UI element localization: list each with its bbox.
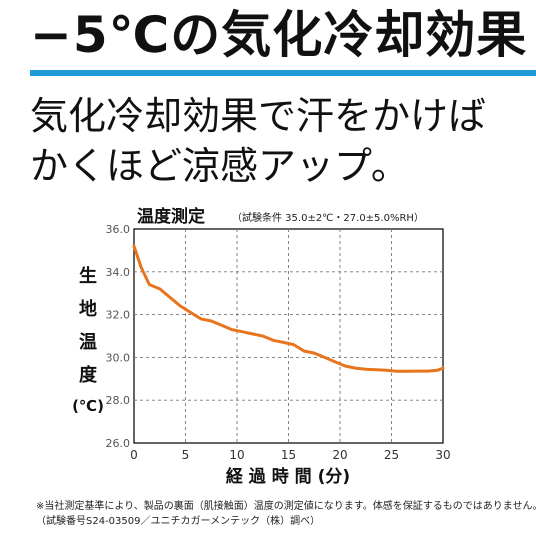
x-tick-label: 25 (384, 448, 399, 462)
x-tick-label: 15 (281, 448, 296, 462)
accent-rule (30, 70, 536, 76)
y-tick-label: 26.0 (106, 437, 131, 450)
lead-line-2: かくほど涼感アップ。 (30, 144, 409, 188)
series-line (132, 244, 445, 373)
lead-line-1: 気化冷却効果で汗をかけば (30, 94, 487, 138)
plot-frame (133, 228, 444, 444)
chart-title: 温度測定 (137, 206, 205, 227)
x-axis-label: 経 過 時 間 (分) (226, 466, 350, 487)
y-axis-label-part: 度 (79, 364, 98, 386)
y-tick-label: 28.0 (106, 394, 131, 407)
x-tick-label: 30 (435, 448, 450, 462)
y-axis-label-part: 温 (79, 332, 97, 353)
x-tick-label: 0 (130, 448, 138, 462)
footnote-line-1: ※当社測定基準により、製品の裏面（肌接触面）温度の測定値になります。体感を保証す… (36, 501, 536, 512)
y-tick-label: 30.0 (106, 351, 131, 364)
y-axis-label-part: 地 (79, 298, 97, 320)
chart-subtitle: （試験条件 35.0±2℃・27.0±5.0%RH） (232, 211, 424, 224)
x-tick-label: 10 (229, 448, 244, 462)
footnote-line-2: （試験番号S24-03509／ユニチカガーメンテック（株）調べ） (36, 516, 321, 527)
headline: −5℃の気化冷却効果 (30, 6, 528, 64)
x-tick-label: 20 (332, 448, 347, 462)
y-axis-label-part: (℃) (72, 397, 104, 415)
y-tick-label: 34.0 (106, 266, 131, 279)
y-axis-label-part: 生 (79, 265, 97, 287)
x-tick-label: 5 (182, 448, 190, 462)
y-tick-label: 32.0 (106, 309, 131, 322)
y-tick-label: 36.0 (106, 223, 131, 236)
